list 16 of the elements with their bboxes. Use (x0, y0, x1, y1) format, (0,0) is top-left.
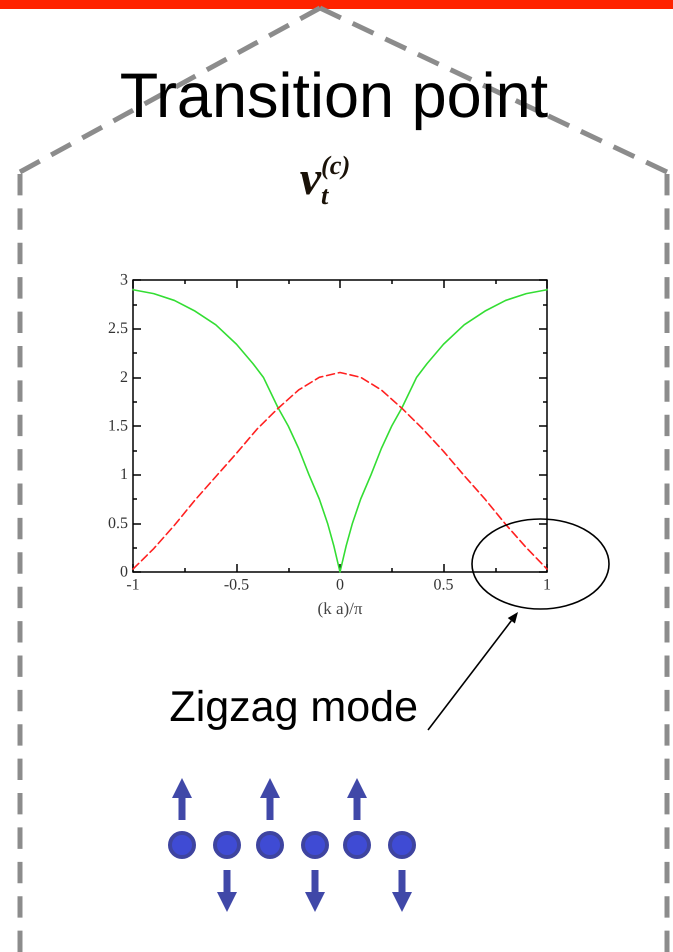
x-tick-label: 1 (543, 576, 551, 594)
line-series (132, 372, 548, 570)
y-tick-label: 0 (120, 564, 128, 580)
y-tick-label: 0.5 (108, 514, 128, 532)
text: Zigzag mode (169, 683, 418, 731)
x-axis-title: (k a)/π (318, 599, 363, 618)
y-tick-label: 2.5 (108, 320, 128, 338)
y-tick-label: 1.5 (108, 418, 128, 434)
chart-title: Transition point (118, 61, 550, 131)
x-tick-label: -0.5 (224, 576, 250, 594)
x-tick-label: 0 (336, 576, 344, 594)
y-tick-label: 2 (120, 368, 128, 386)
y-tick-label: 3 (120, 272, 128, 288)
y-tick-label: 1 (120, 466, 128, 484)
x-tick-label: -1 (126, 576, 140, 594)
x-tick-label: 0.5 (434, 576, 454, 594)
